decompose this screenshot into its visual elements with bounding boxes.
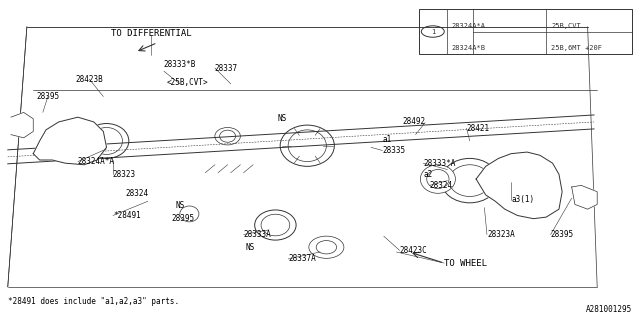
Text: 28423B: 28423B xyxy=(76,75,103,84)
Circle shape xyxy=(421,26,444,37)
Ellipse shape xyxy=(280,125,334,166)
Ellipse shape xyxy=(215,127,241,145)
Text: 28421: 28421 xyxy=(467,124,490,133)
Ellipse shape xyxy=(441,158,499,203)
Ellipse shape xyxy=(420,165,456,193)
Text: a1: a1 xyxy=(383,135,392,144)
Text: <25B,CVT>: <25B,CVT> xyxy=(167,78,209,87)
Text: 28324A*A: 28324A*A xyxy=(78,157,115,166)
Text: 28324: 28324 xyxy=(429,181,452,190)
Ellipse shape xyxy=(261,214,290,236)
Text: 28324A*B: 28324A*B xyxy=(452,45,486,51)
Text: a3(1): a3(1) xyxy=(511,195,534,204)
Ellipse shape xyxy=(309,236,344,258)
Polygon shape xyxy=(476,152,562,219)
Text: 28324: 28324 xyxy=(125,189,148,198)
Text: 28395: 28395 xyxy=(36,92,60,101)
Text: A281001295: A281001295 xyxy=(586,305,632,314)
Ellipse shape xyxy=(288,130,326,162)
Text: 28337A: 28337A xyxy=(288,254,316,263)
Text: 28333*A: 28333*A xyxy=(423,159,456,168)
Text: 28333*B: 28333*B xyxy=(164,60,196,69)
Ellipse shape xyxy=(53,137,65,155)
Text: NS: NS xyxy=(245,243,255,252)
Polygon shape xyxy=(11,112,33,138)
Bar xyxy=(419,9,632,54)
Ellipse shape xyxy=(449,165,490,196)
Text: *28491 does include "a1,a2,a3" parts.: *28491 does include "a1,a2,a3" parts. xyxy=(8,297,179,306)
Text: *28491: *28491 xyxy=(113,211,141,220)
Text: 28333A: 28333A xyxy=(244,230,271,239)
Ellipse shape xyxy=(316,241,337,254)
Text: 28337: 28337 xyxy=(215,63,238,73)
Text: 28395: 28395 xyxy=(172,214,195,223)
Text: TO DIFFERENTIAL: TO DIFFERENTIAL xyxy=(111,28,191,38)
Text: TO WHEEL: TO WHEEL xyxy=(444,259,487,268)
Ellipse shape xyxy=(84,124,129,158)
Ellipse shape xyxy=(220,130,236,142)
Text: NS: NS xyxy=(175,202,184,211)
Text: 28395: 28395 xyxy=(550,230,574,239)
Ellipse shape xyxy=(255,210,296,240)
Ellipse shape xyxy=(180,206,199,222)
Text: 28323A: 28323A xyxy=(487,230,515,239)
Text: a2: a2 xyxy=(423,170,433,179)
Text: 25B,CVT: 25B,CVT xyxy=(551,23,581,29)
Text: 28324A*A: 28324A*A xyxy=(452,23,486,29)
Ellipse shape xyxy=(91,127,122,155)
Text: 28323: 28323 xyxy=(113,170,136,179)
Polygon shape xyxy=(33,117,106,165)
Text: 28423C: 28423C xyxy=(399,246,428,255)
Text: NS: NS xyxy=(277,114,286,123)
Polygon shape xyxy=(572,185,597,209)
Text: 28492: 28492 xyxy=(402,117,425,126)
Text: 28335: 28335 xyxy=(383,146,406,155)
Ellipse shape xyxy=(427,170,449,188)
Text: 25B,6MT +20F: 25B,6MT +20F xyxy=(551,45,602,51)
Text: 1: 1 xyxy=(431,28,435,35)
